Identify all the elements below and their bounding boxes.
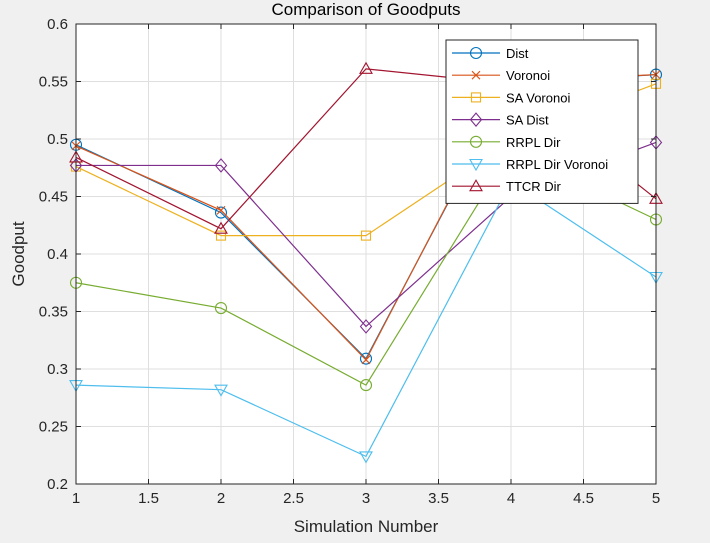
x-tick-label: 4.5 (573, 490, 594, 507)
y-tick-label: 0.55 (39, 74, 68, 91)
data-point (360, 230, 372, 241)
axis-ticks: 1 1.5 2 2.5 3 3.5 4 4.5 5 0.2 0.25 0.3 0.35 0.4 0.45 0.… (39, 16, 660, 507)
legend-marker (469, 135, 483, 148)
data-point (214, 206, 228, 219)
legend-item: Voronoi (452, 68, 550, 83)
y-tick-label: 0.35 (39, 304, 68, 321)
y-tick-label: 0.4 (47, 246, 68, 263)
legend-marker (470, 92, 482, 103)
legend-item: RRPL Dir Voronoi (452, 157, 608, 172)
legend-marker (469, 46, 483, 60)
legend-label: SA Voronoi (506, 90, 570, 105)
data-point (214, 158, 228, 173)
legend-box (445, 39, 639, 204)
data-point (214, 221, 228, 234)
data-point (359, 451, 373, 464)
x-tick-label: 2 (217, 490, 225, 507)
legend-marker (469, 179, 483, 192)
legend-item: SA Dist (452, 112, 549, 128)
y-tick-label: 0.6 (47, 16, 68, 33)
data-point (216, 205, 226, 215)
legend: Dist Voronoi SA Voronoi SA Dist RRPL Dir RRPL… (445, 39, 639, 204)
x-tick-label: 5 (652, 490, 660, 507)
legend-label: SA Dist (506, 113, 549, 128)
legend-marker (469, 158, 483, 172)
legend-label: RRPL Dir (506, 135, 561, 150)
legend-item: Dist (452, 46, 529, 61)
data-point (215, 230, 227, 241)
legend-label: Dist (506, 46, 529, 61)
data-point (359, 319, 373, 334)
legend-item: RRPL Dir (452, 135, 561, 150)
legend-label: Voronoi (506, 68, 550, 83)
y-axis-label: Goodput (9, 221, 28, 286)
chart-title: Comparison of Goodputs (272, 0, 461, 19)
y-tick-label: 0.2 (47, 476, 68, 493)
legend-label: RRPL Dir Voronoi (506, 157, 608, 172)
y-tick-label: 0.5 (47, 131, 68, 148)
data-point (214, 301, 228, 315)
legend-label: TTCR Dir (506, 179, 562, 194)
data-point (214, 384, 228, 397)
x-tick-label: 3 (362, 490, 370, 507)
x-axis-label: Simulation Number (294, 517, 439, 536)
legend-item: SA Voronoi (452, 90, 570, 105)
x-tick-label: 1 (72, 490, 80, 507)
y-tick-label: 0.45 (39, 189, 68, 206)
data-point (359, 379, 373, 392)
y-tick-label: 0.3 (47, 361, 68, 378)
x-tick-label: 4 (507, 490, 515, 507)
data-point (359, 352, 373, 365)
y-tick-label: 0.25 (39, 419, 68, 436)
data-point (361, 355, 371, 365)
data-point (359, 61, 373, 74)
x-tick-label: 1.5 (138, 490, 159, 507)
x-tick-label: 3.5 (428, 490, 449, 507)
legend-item: TTCR Dir (452, 179, 562, 194)
x-tick-label: 2.5 (283, 490, 304, 507)
legend-marker (469, 112, 483, 127)
legend-marker (471, 70, 481, 80)
series-line (75, 180, 657, 458)
